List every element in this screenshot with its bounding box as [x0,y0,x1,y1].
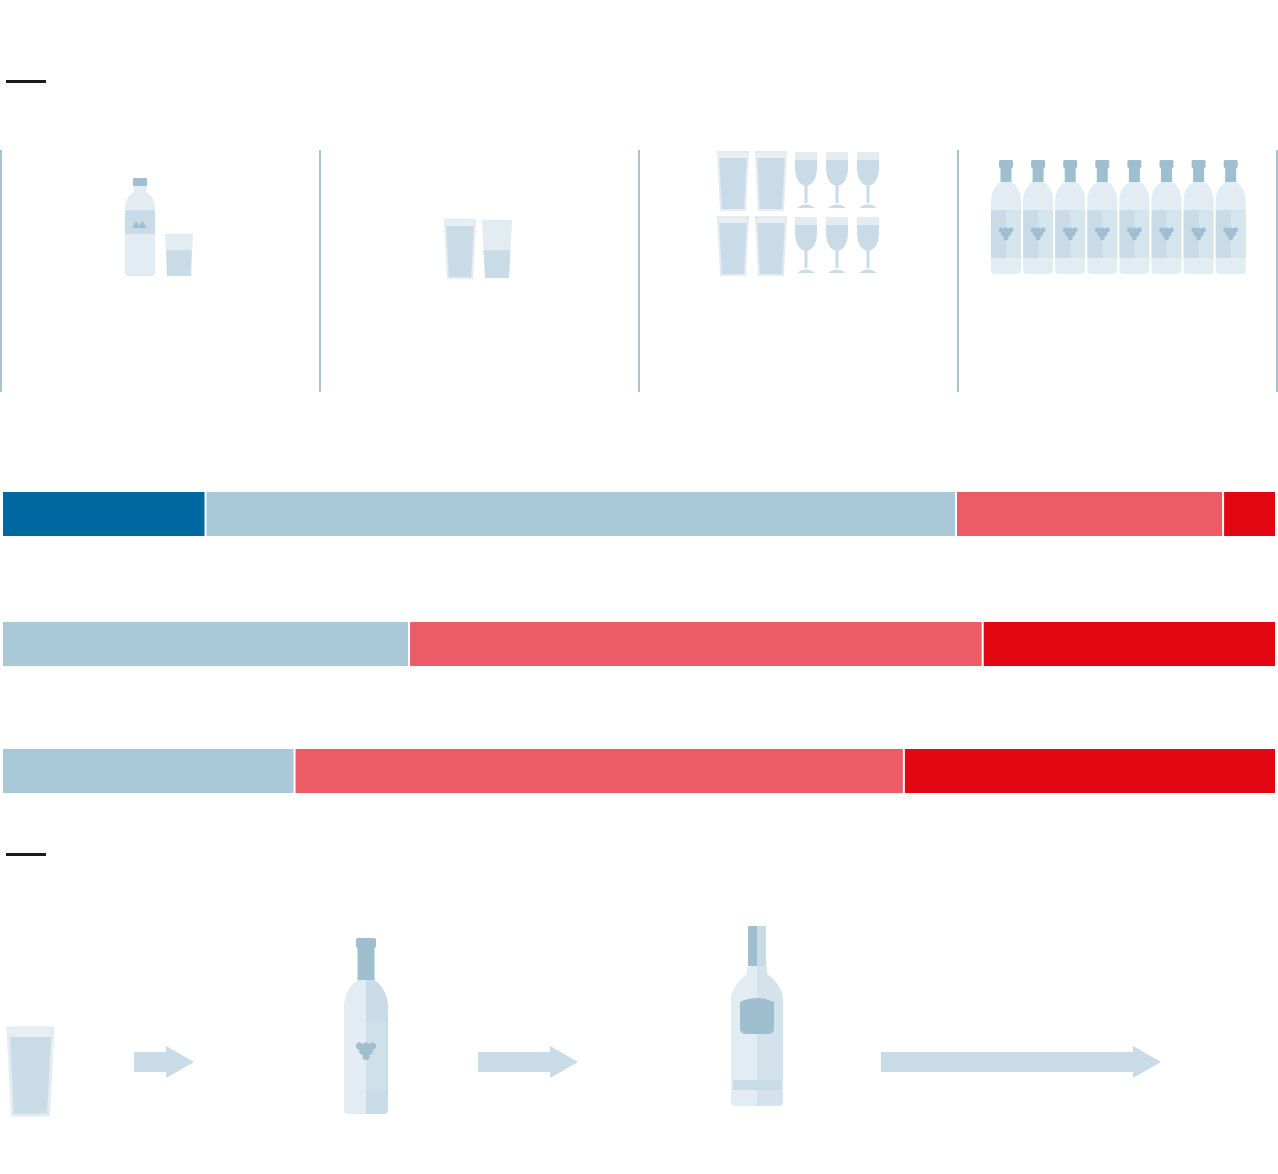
bar-segment [1224,492,1275,536]
wine-bottle-icon [1023,160,1054,274]
bar-segment [957,492,1223,536]
bar-segment [3,622,409,666]
stacked-bar-chart [3,492,1275,793]
arrow-right-icon [478,1046,578,1078]
panel-divider [957,150,959,392]
beer-glass-icon [6,1026,55,1117]
arrow-right-icon [134,1046,194,1078]
bar-row-1 [3,492,1275,536]
section-rule-top [6,80,46,83]
beer-glass-icon [716,151,750,211]
wine-glass-icon [826,217,848,273]
bar-row-3 [3,749,1275,793]
vodka-bottle-icon [731,926,783,1106]
wine-glass-icon [795,152,817,208]
wine-bottle-icon [344,938,388,1114]
beer-glass-icon [443,219,477,279]
water-glass-icon [165,234,193,276]
long-arrow-right-icon [881,1046,1161,1078]
consumption-icons-panels [0,150,1278,392]
wine-glass-icon [795,217,817,273]
panel-divider [1276,150,1278,392]
wine-glass-icon [826,152,848,208]
wine-bottle-icon [1151,160,1182,274]
wine-glass-icon [857,152,879,208]
beer-glass-icon [754,216,788,276]
wine-bottle-icon [1119,160,1150,274]
panel-1-water-bottle-and-glass-icon [125,178,193,276]
wine-bottle-icon [1183,160,1214,274]
bar-segment [206,492,955,536]
bar-segment [3,749,294,793]
bar-segment [983,622,1275,666]
bar-segment [904,749,1275,793]
panel-4-wine-bottle-icon [991,160,1246,274]
wine-bottle-icon [1087,160,1118,274]
wine-bottle-icon [1055,160,1086,274]
panel-divider [638,150,640,392]
wine-glass-icon [857,217,879,273]
bar-segment [410,622,982,666]
bar-row-2 [3,622,1275,666]
bar-segment [3,492,205,536]
bar-segment [295,749,903,793]
panel-2-beer-glass-icon [443,219,512,279]
wine-bottle-icon [991,160,1021,274]
beer-glass-icon [716,216,750,276]
panel-3-beer-glass-and-wine-glass-icon [716,151,879,276]
section-rule-bottom [6,853,46,856]
panel-divider [0,150,2,392]
beer-glass-icon [482,220,512,278]
wine-bottle-icon [1215,160,1246,274]
water-bottle-icon [125,178,155,276]
drink-equivalence-flow [6,926,1161,1117]
panel-divider [319,150,321,392]
beer-glass-icon [754,151,788,211]
